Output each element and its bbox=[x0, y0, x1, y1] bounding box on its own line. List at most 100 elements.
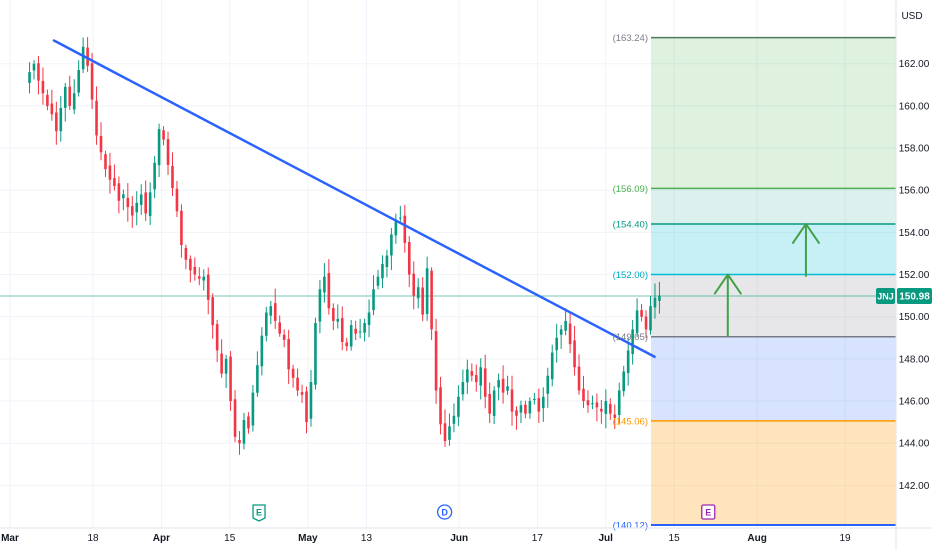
candle-down[interactable] bbox=[238, 439, 241, 444]
candle-down[interactable] bbox=[510, 389, 514, 412]
candle-down[interactable] bbox=[197, 276, 201, 279]
currency-label[interactable]: USD bbox=[901, 11, 922, 22]
candle-up[interactable] bbox=[251, 392, 255, 426]
candle-up[interactable] bbox=[591, 403, 594, 405]
candle-up[interactable] bbox=[323, 276, 326, 293]
candle-down[interactable] bbox=[189, 258, 192, 271]
candle-up[interactable] bbox=[479, 367, 483, 386]
candle-down[interactable] bbox=[407, 242, 411, 275]
candle-down[interactable] bbox=[515, 410, 518, 416]
candle-up[interactable] bbox=[77, 70, 80, 93]
candle-down[interactable] bbox=[488, 394, 491, 414]
candle-up[interactable] bbox=[372, 289, 375, 311]
candle-up[interactable] bbox=[541, 396, 545, 409]
candle-down[interactable] bbox=[41, 80, 45, 94]
candle-up[interactable] bbox=[157, 129, 161, 166]
price-axis[interactable]: USD 142.00 144.00 146.00 148.00 150.00 152.00… bbox=[895, 0, 930, 550]
candle-down[interactable] bbox=[573, 340, 576, 368]
candle-up[interactable] bbox=[497, 379, 500, 388]
candle-down[interactable] bbox=[144, 192, 147, 214]
candle-up[interactable] bbox=[555, 337, 558, 351]
trendline[interactable] bbox=[52, 39, 656, 359]
candle-down[interactable] bbox=[171, 165, 174, 189]
candle-up[interactable] bbox=[242, 420, 246, 444]
candle-up[interactable] bbox=[653, 297, 657, 308]
candle-up[interactable] bbox=[394, 219, 398, 236]
candle-up[interactable] bbox=[604, 401, 608, 414]
candle-up[interactable] bbox=[631, 329, 634, 355]
candle-up[interactable] bbox=[376, 276, 380, 286]
candle-up[interactable] bbox=[399, 217, 402, 219]
candle-up[interactable] bbox=[448, 426, 451, 440]
candle-up[interactable] bbox=[658, 295, 661, 301]
candle-down[interactable] bbox=[291, 368, 295, 378]
target-arrow[interactable] bbox=[791, 222, 820, 277]
candle-up[interactable] bbox=[457, 396, 460, 417]
candle-up[interactable] bbox=[135, 202, 139, 213]
candle-up[interactable] bbox=[492, 390, 496, 416]
candle-up[interactable] bbox=[381, 264, 384, 279]
candle-down[interactable] bbox=[117, 183, 121, 201]
candle-down[interactable] bbox=[113, 178, 116, 187]
candle-up[interactable] bbox=[564, 320, 567, 331]
candle-down[interactable] bbox=[282, 334, 286, 340]
candle-up[interactable] bbox=[59, 108, 63, 132]
time-axis[interactable]: Mar 18 Apr 15 May 13 Jun 17 Jul 15 Aug 19 bbox=[0, 527, 932, 544]
candle-down[interactable] bbox=[582, 388, 585, 402]
candle-down[interactable] bbox=[613, 414, 617, 418]
candlestick-series[interactable] bbox=[28, 37, 661, 455]
candle-up[interactable] bbox=[269, 306, 273, 316]
candle-up[interactable] bbox=[461, 382, 465, 395]
candle-up[interactable] bbox=[202, 276, 206, 281]
resistance-trendline[interactable] bbox=[52, 39, 656, 359]
candle-down[interactable] bbox=[86, 47, 89, 66]
candle-down[interactable] bbox=[296, 377, 299, 391]
arrow-annotations[interactable] bbox=[713, 222, 820, 337]
candle-up[interactable] bbox=[224, 358, 228, 374]
candle-down[interactable] bbox=[640, 310, 643, 317]
candle-down[interactable] bbox=[470, 371, 474, 376]
candle-up[interactable] bbox=[349, 325, 353, 347]
candle-down[interactable] bbox=[162, 130, 165, 140]
candle-up[interactable] bbox=[358, 331, 362, 333]
candle-up[interactable] bbox=[318, 289, 322, 322]
candle-down[interactable] bbox=[537, 398, 541, 412]
candle-down[interactable] bbox=[340, 318, 344, 343]
candle-down[interactable] bbox=[305, 391, 308, 423]
candle-down[interactable] bbox=[568, 323, 572, 345]
candle-up[interactable] bbox=[390, 234, 393, 256]
candle-down[interactable] bbox=[345, 342, 349, 347]
candle-down[interactable] bbox=[434, 331, 438, 391]
candle-down[interactable] bbox=[229, 356, 232, 402]
candle-up[interactable] bbox=[626, 350, 630, 374]
candle-down[interactable] bbox=[99, 135, 103, 153]
candle-down[interactable] bbox=[644, 316, 648, 330]
candle-up[interactable] bbox=[314, 323, 317, 385]
candle-up[interactable] bbox=[28, 72, 31, 83]
candle-down[interactable] bbox=[220, 353, 223, 374]
candle-up[interactable] bbox=[256, 365, 259, 393]
candle-down[interactable] bbox=[108, 165, 112, 180]
candle-up[interactable] bbox=[425, 268, 429, 315]
candle-down[interactable] bbox=[439, 387, 442, 425]
candle-down[interactable] bbox=[104, 154, 107, 170]
candle-up[interactable] bbox=[122, 194, 125, 199]
candle-up[interactable] bbox=[153, 162, 156, 190]
candle-down[interactable] bbox=[247, 416, 250, 429]
candle-down[interactable] bbox=[332, 308, 335, 321]
candle-down[interactable] bbox=[483, 368, 487, 397]
candle-down[interactable] bbox=[524, 404, 527, 414]
candle-down[interactable] bbox=[126, 197, 130, 208]
candle-up[interactable] bbox=[148, 192, 152, 216]
candle-down[interactable] bbox=[175, 188, 179, 212]
candle-up[interactable] bbox=[533, 398, 536, 401]
candle-down[interactable] bbox=[586, 400, 590, 406]
candle-down[interactable] bbox=[50, 103, 54, 115]
candle-up[interactable] bbox=[452, 415, 456, 424]
candle-up[interactable] bbox=[367, 312, 371, 325]
candle-up[interactable] bbox=[260, 335, 264, 367]
candle-down[interactable] bbox=[300, 392, 304, 395]
candle-down[interactable] bbox=[474, 375, 478, 383]
